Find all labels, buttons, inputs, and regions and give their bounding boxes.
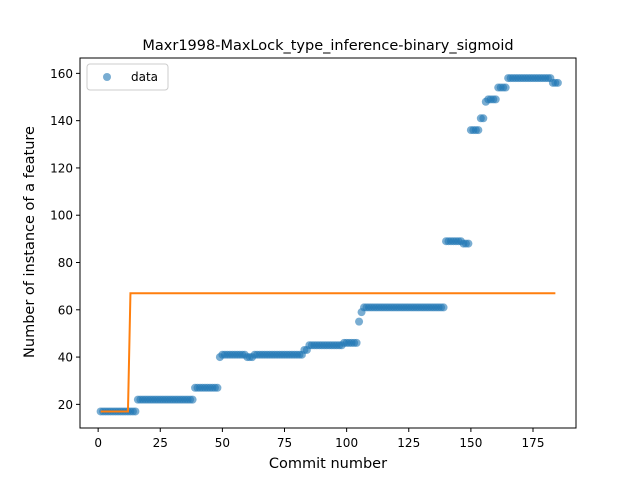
y-tick-label: 60 [58, 303, 73, 317]
legend-box [86, 63, 169, 91]
y-axis: 20 40 60 80 100 120 140 160 [50, 67, 80, 412]
x-tick-label: 25 [153, 436, 168, 450]
fit-line [100, 292, 556, 413]
legend-marker [103, 73, 111, 81]
data-point [474, 126, 483, 135]
y-tick-label: 80 [58, 256, 73, 270]
x-axis-label: Commit number [269, 456, 387, 472]
x-tick-label: 50 [215, 436, 230, 450]
data-point [355, 317, 364, 326]
chart-title: Maxr1998-MaxLock_type_inference-binary_s… [142, 38, 513, 54]
y-tick-label: 140 [50, 114, 73, 128]
y-tick-label: 120 [50, 161, 73, 175]
y-tick-label: 40 [58, 351, 73, 365]
data-point [131, 407, 140, 416]
x-tick-label: 100 [335, 436, 358, 450]
data-point [213, 383, 222, 392]
axes-frame [79, 57, 577, 429]
y-tick-label: 20 [58, 398, 73, 412]
data-point [352, 338, 361, 347]
x-tick-label: 75 [277, 436, 292, 450]
y-tick-label: 100 [50, 209, 73, 223]
data-point [439, 303, 448, 312]
data-point [464, 239, 473, 248]
data-point [553, 78, 562, 87]
data-point [479, 114, 488, 123]
data-point [491, 95, 500, 104]
y-axis-label: Number of instance of a feature [22, 126, 38, 358]
x-tick-label: 175 [522, 436, 545, 450]
data-point [501, 83, 510, 92]
y-tick-label: 160 [50, 67, 73, 81]
x-tick-label: 150 [459, 436, 482, 450]
plot-area [79, 57, 577, 429]
legend: data [86, 63, 169, 91]
data-point [188, 395, 197, 404]
x-axis: 0 25 50 75 100 125 150 175 [94, 428, 544, 450]
x-tick-label: 0 [94, 436, 102, 450]
legend-label: data [131, 70, 158, 84]
x-tick-label: 125 [397, 436, 420, 450]
